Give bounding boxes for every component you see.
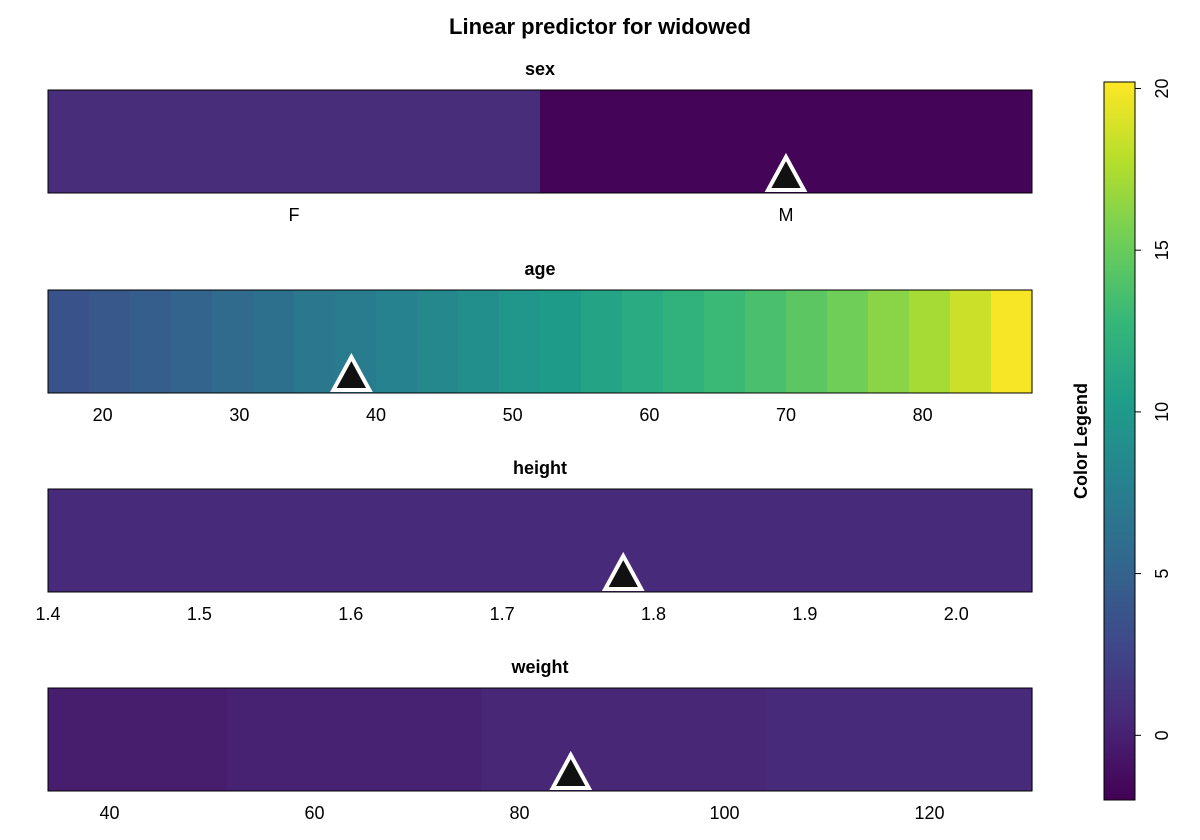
heat-cell-age (991, 290, 1033, 393)
panel-title-height: height (513, 458, 567, 478)
heat-cell-weight (48, 688, 228, 791)
heat-cell-age (868, 290, 910, 393)
tick-label-weight: 100 (709, 803, 739, 823)
colorbar (1103, 81, 1136, 801)
tick-label-age: 30 (229, 405, 249, 425)
panel-title-weight: weight (511, 657, 569, 677)
heat-cell-age (704, 290, 746, 393)
heat-cell-age (48, 290, 90, 393)
heat-cell-age (950, 290, 992, 393)
panel-frame-height (47, 488, 1033, 593)
tick-label-age: 70 (776, 405, 796, 425)
heat-cell-age (212, 290, 254, 393)
heat-cell-age (417, 290, 459, 393)
panel-sex: sex F M (47, 59, 1033, 225)
tick-label-weight: 120 (914, 803, 944, 823)
panel-weight: weight 40 60 80 100 120 (47, 657, 1033, 823)
colorbar-tick-label: 5 (1152, 569, 1172, 579)
colorbar-tick-label: 10 (1152, 402, 1172, 422)
colorbar-tick-label: 20 (1152, 78, 1172, 98)
tick-label-height: 1.8 (641, 604, 666, 624)
heat-cell-age (786, 290, 828, 393)
colorbar-tick-label: 0 (1152, 730, 1172, 740)
tick-label-sex: F (289, 205, 300, 225)
marker-sex (764, 152, 808, 192)
marker-height (601, 551, 645, 591)
heat-cell-age (294, 290, 336, 393)
heat-cell-age (663, 290, 705, 393)
tick-label-weight: 60 (304, 803, 324, 823)
tick-label-weight: 80 (509, 803, 529, 823)
tick-label-weight: 40 (99, 803, 119, 823)
heat-cell-weight (765, 688, 1033, 791)
heat-cell-height (48, 489, 1033, 592)
heat-cell-age (253, 290, 295, 393)
heat-cell-sex (48, 90, 541, 193)
tick-label-age: 20 (93, 405, 113, 425)
heat-cell-age (171, 290, 213, 393)
tick-label-age: 80 (913, 405, 933, 425)
panel-title-sex: sex (525, 59, 555, 79)
heat-cell-age (89, 290, 131, 393)
marker-weight (549, 750, 593, 790)
heat-cell-weight (227, 688, 482, 791)
heat-cell-age (909, 290, 951, 393)
heat-cell-age (581, 290, 623, 393)
heat-cell-age (499, 290, 541, 393)
panel-frame-age (47, 289, 1033, 394)
panel-frame-sex (47, 89, 1033, 194)
colorbar-title: Color Legend (1071, 383, 1091, 499)
tick-label-age: 40 (366, 405, 386, 425)
tick-label-age: 60 (639, 405, 659, 425)
heat-cell-weight (481, 688, 767, 791)
tick-label-height: 1.6 (338, 604, 363, 624)
panel-height: height 1.4 1.5 1.6 1.7 1.8 1.9 2.0 (35, 458, 1033, 624)
heat-cell-age (376, 290, 418, 393)
tick-label-height: 1.7 (490, 604, 515, 624)
tick-label-height: 1.4 (35, 604, 60, 624)
heat-cell-age (458, 290, 500, 393)
heat-cell-age (130, 290, 172, 393)
tick-label-height: 2.0 (944, 604, 969, 624)
tick-label-height: 1.5 (187, 604, 212, 624)
panel-frame-weight (47, 687, 1033, 792)
tick-label-height: 1.9 (792, 604, 817, 624)
heat-cell-age (622, 290, 664, 393)
color-legend: 0 5 10 15 20 Color Legend (1071, 78, 1172, 801)
heat-cell-age (540, 290, 582, 393)
panel-age: age 20 30 40 50 60 70 80 (47, 259, 1033, 425)
panel-title-age: age (524, 259, 555, 279)
heat-cell-age (745, 290, 787, 393)
colorbar-tick-label: 15 (1152, 240, 1172, 260)
tick-label-sex: M (779, 205, 794, 225)
chart-title: Linear predictor for widowed (449, 14, 751, 39)
marker-age (330, 352, 373, 392)
tick-label-age: 50 (503, 405, 523, 425)
heat-cell-age (827, 290, 869, 393)
